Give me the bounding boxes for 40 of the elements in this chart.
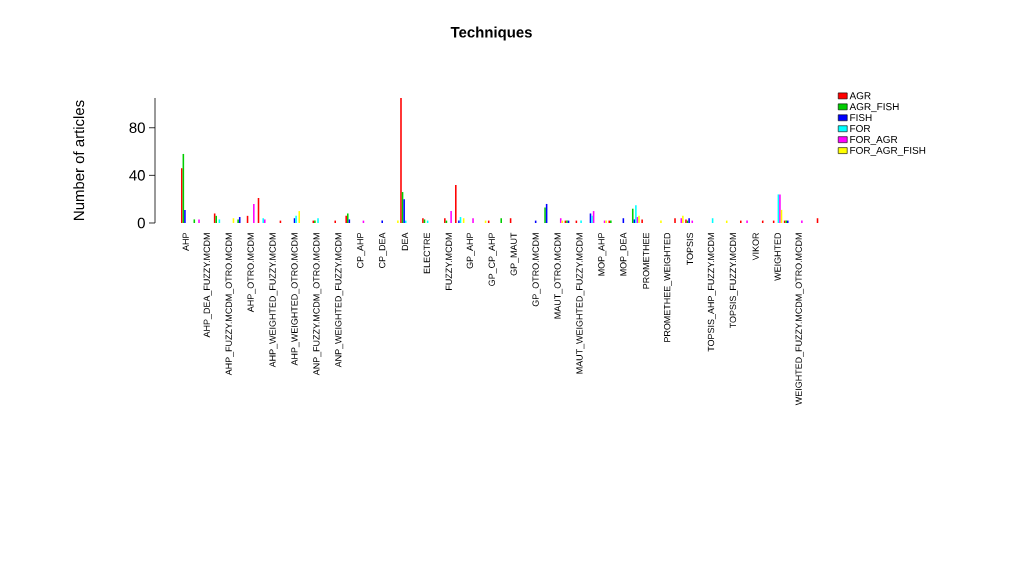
x-tick-label: WEIGHTED (774, 232, 781, 281)
x-tick-label: FUZZY.MCDM (445, 233, 452, 290)
x-tick-label: GP_OTRO.MCDM (532, 233, 541, 307)
legend-label: FOR (850, 125, 871, 133)
x-tick-label: GP_AHP (466, 232, 475, 269)
x-tick-label: TOPSIS_FUZZY.MCDM (729, 233, 738, 329)
x-tick-label: ANP_FUZZY.MCDM_OTRO.MCDM (313, 233, 322, 376)
x-tick-label: GP_CP_AHP (488, 232, 497, 286)
x-tick-label: AHP_WEIGHTED_FUZZY.MCDM (269, 233, 278, 368)
x-tick-label: AHP_DEA_FUZZY.MCDM (203, 233, 212, 338)
x-tick-label: CP_AHP (357, 232, 366, 268)
x-tick-label: PROMETHEE (642, 232, 650, 289)
x-tick-label: TOPSIS_AHP_FUZZY.MCDM (707, 233, 716, 352)
x-tick-label: MOP_DEA (620, 232, 629, 276)
x-tick-label: WEIGHTED_FUZZY.MCDM_OTRO.MCDM (795, 233, 804, 406)
x-tick-label: TOPSIS (686, 232, 694, 266)
legend-label: FISH (850, 114, 872, 122)
x-tick-label: ANP_WEIGHTED_FUZZY.MCDM (335, 233, 344, 368)
x-tick-label: MAUT_WEIGHTED_FUZZY.MCDM (576, 233, 585, 374)
x-tick-label: MAUT_OTRO.MCDM (554, 233, 563, 319)
x-tick-label: AHP_OTRO.MCDM (247, 233, 256, 313)
y-tick-label: 80 (129, 122, 145, 134)
x-tick-label: CP_DEA (378, 232, 388, 268)
legend-label: FOR_AGR (850, 135, 898, 145)
x-tick-label: AHP_WEIGHTED_OTRO.MCDM (291, 233, 300, 366)
x-tick-label: PROMETHEE_WEIGHTED (663, 232, 672, 342)
x-tick-label: AHP_FUZZY.MCDM_OTRO.MCDM (225, 233, 234, 376)
legend-label: AGR_FISH (849, 103, 899, 113)
x-tick-label: MOP_AHP (598, 232, 607, 276)
legend-label: FOR_AGR_FISH (850, 146, 926, 156)
y-tick-label: 40 (129, 170, 145, 181)
x-tick-label: VIKOR (752, 232, 759, 261)
x-tick-label: GP_MAUT (510, 232, 519, 276)
x-tick-label: ELECTRE (423, 232, 431, 274)
chart-title: Techniques (450, 26, 532, 41)
legend-label: AGR (849, 92, 871, 100)
x-tick-label: DEA (401, 232, 409, 251)
x-tick-label: AHP (182, 232, 189, 251)
y-axis-title: Number of articles (73, 100, 85, 220)
y-tick-label: 0 (137, 217, 145, 229)
